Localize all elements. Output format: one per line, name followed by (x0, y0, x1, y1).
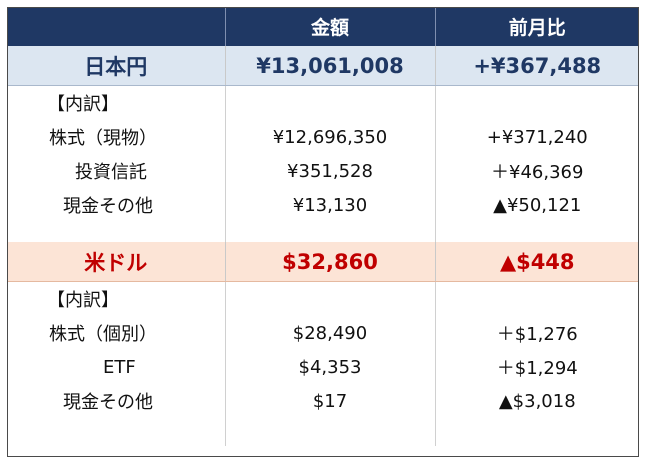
row-change: ＋$1,294 (434, 350, 639, 384)
row-amount: ¥13,130 (224, 188, 435, 222)
table-row: 株式（現物） ¥12,696,350 +¥371,240 (7, 120, 639, 154)
usd-total-amount: $32,860 (224, 242, 435, 282)
usd-total-row: 米ドル $32,860 ▲$448 (7, 242, 639, 282)
row-amount: ¥351,528 (224, 154, 435, 188)
row-change: ＋$1,276 (434, 316, 639, 350)
jpy-label: 日本円 (7, 46, 225, 86)
table-row: 現金その他 ¥13,130 ▲¥50,121 (7, 188, 639, 222)
jpy-breakdown-row: 【内訳】 (7, 85, 639, 120)
row-label: 株式（現物） (49, 128, 157, 149)
usd-breakdown-row: 【内訳】 (7, 281, 639, 316)
table-row: 株式（個別） $28,490 ＋$1,276 (7, 316, 639, 350)
row-change: ▲$3,018 (434, 384, 639, 418)
header-change: 前月比 (434, 7, 639, 46)
row-label: 現金その他 (63, 392, 153, 413)
row-label: ETF (103, 356, 136, 378)
jpy-breakdown-label: 【内訳】 (47, 94, 119, 115)
spacer-row (7, 222, 639, 242)
table-row: 投資信託 ¥351,528 ＋¥46,369 (7, 154, 639, 188)
row-amount: ¥12,696,350 (224, 120, 435, 154)
row-amount: $17 (224, 384, 435, 418)
row-label: 投資信託 (75, 162, 147, 183)
table-row: 現金その他 $17 ▲$3,018 (7, 384, 639, 418)
usd-label: 米ドル (7, 242, 225, 282)
row-change: +¥371,240 (434, 120, 639, 154)
row-amount: $4,353 (224, 350, 435, 384)
row-label: 現金その他 (63, 196, 153, 217)
header-amount: 金額 (224, 7, 435, 46)
row-change: ▲¥50,121 (434, 188, 639, 222)
jpy-total-change: +¥367,488 (434, 46, 639, 86)
usd-breakdown-label: 【内訳】 (47, 290, 119, 311)
jpy-total-amount: ¥13,061,008 (224, 46, 435, 86)
row-amount: $28,490 (224, 316, 435, 350)
header-blank-cell (7, 7, 225, 46)
jpy-total-row: 日本円 ¥13,061,008 +¥367,488 (7, 46, 639, 86)
header-row: 金額 前月比 (7, 7, 639, 46)
asset-summary-table: 金額 前月比 日本円 ¥13,061,008 +¥367,488 【内訳】 株式… (7, 7, 639, 446)
row-change: ＋¥46,369 (434, 154, 639, 188)
row-label: 株式（個別） (49, 324, 157, 345)
table-row: ETF $4,353 ＋$1,294 (7, 350, 639, 384)
usd-total-change: ▲$448 (434, 242, 639, 282)
spacer-row (7, 418, 639, 446)
